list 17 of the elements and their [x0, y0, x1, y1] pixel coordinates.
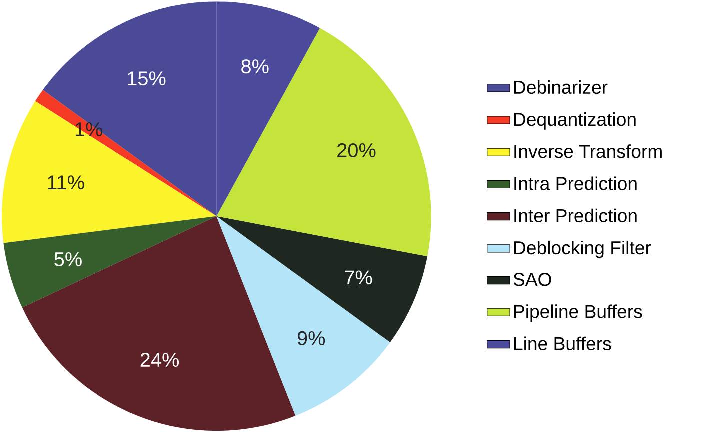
data-label: 11% — [48, 176, 84, 190]
legend-label: SAO — [514, 273, 552, 286]
legend-label: Pipeline Buffers — [514, 304, 642, 322]
legend-label: Deblocking Filter — [514, 240, 652, 258]
legend-label: Inter Prediction — [514, 208, 637, 222]
data-label: 15% — [128, 72, 166, 86]
data-label: 9% — [298, 331, 326, 346]
legend-label: Dequantization — [514, 112, 636, 130]
data-label: 5% — [54, 252, 82, 266]
legend-label: Line Buffers — [514, 336, 612, 350]
data-label: 7% — [345, 270, 372, 285]
data-label: 24% — [140, 353, 179, 368]
data-label: 8% — [242, 60, 269, 74]
legend-label: Debinarizer — [514, 80, 608, 94]
data-label: 20% — [338, 143, 376, 158]
legend-label: Inverse Transform — [514, 144, 662, 158]
legend-label: Intra Prediction — [514, 176, 637, 190]
